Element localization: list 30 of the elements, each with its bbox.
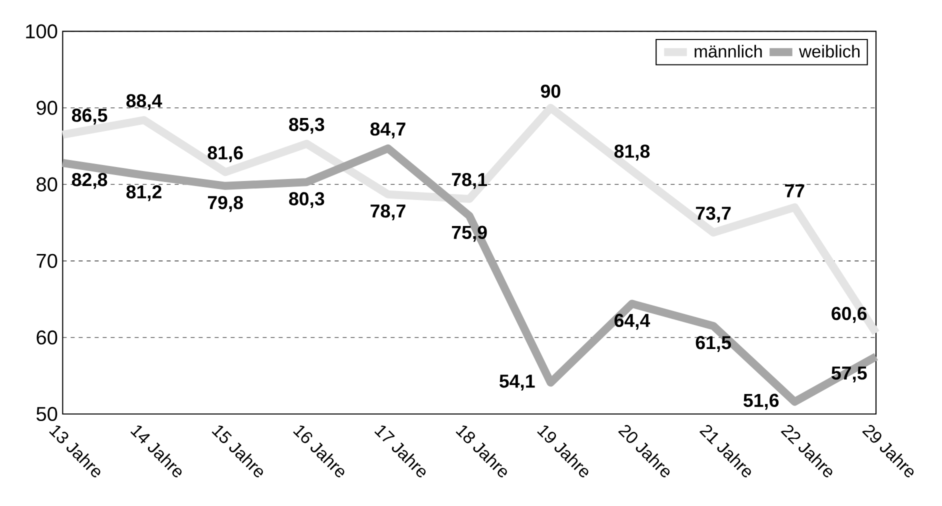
data-label: 86,5 — [72, 108, 108, 125]
y-tick-label: 80 — [36, 177, 58, 192]
data-label: 80,3 — [289, 192, 324, 208]
data-label: 81,8 — [614, 144, 650, 161]
legend-label: männlich — [694, 44, 762, 58]
data-label: 85,3 — [289, 118, 324, 134]
data-label: 78,7 — [370, 204, 406, 220]
data-label: 90 — [540, 84, 560, 98]
data-label: 60,6 — [832, 306, 867, 323]
data-label: 88,4 — [126, 94, 162, 110]
data-label: 79,8 — [208, 196, 243, 212]
data-label: 73,7 — [696, 206, 731, 223]
data-label: 84,7 — [370, 122, 406, 138]
y-tick-label: 50 — [36, 406, 58, 422]
data-label: 51,6 — [744, 394, 779, 410]
data-label: 75,9 — [452, 226, 487, 242]
y-tick-label: 90 — [36, 100, 58, 115]
data-label: 81,6 — [208, 146, 243, 162]
data-label: 57,5 — [832, 366, 867, 382]
data-label: 82,8 — [72, 172, 108, 189]
y-tick-label: 100 — [26, 24, 58, 38]
data-label: 81,2 — [126, 185, 162, 202]
y-tick-label: 60 — [36, 330, 58, 345]
data-label: 64,4 — [614, 314, 650, 330]
legend-label: weiblich — [798, 44, 860, 58]
data-label: 78,1 — [452, 172, 487, 189]
data-label: 77 — [785, 184, 804, 198]
data-label: 54,1 — [500, 374, 535, 390]
y-tick-label: 70 — [36, 254, 58, 268]
data-label: 61,5 — [696, 336, 731, 352]
